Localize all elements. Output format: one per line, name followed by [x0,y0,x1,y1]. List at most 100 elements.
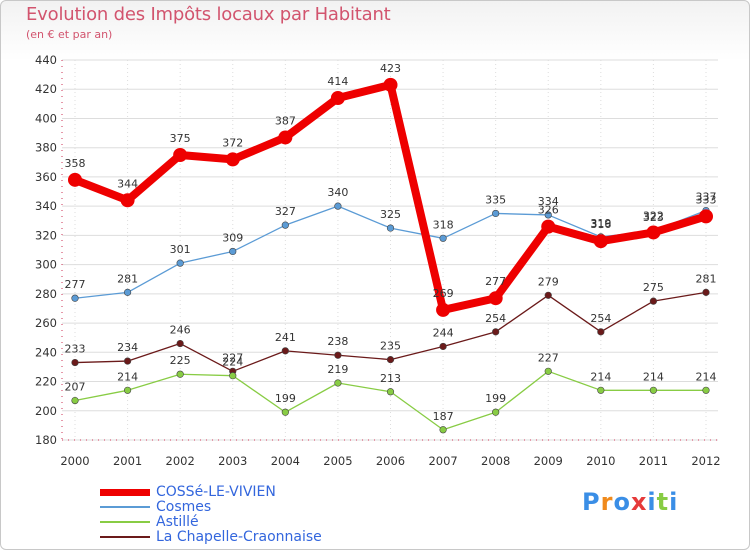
x-tick-label: 2010 [586,454,615,468]
data-point [436,302,451,317]
y-tick-label: 220 [35,375,57,389]
data-point [597,386,605,394]
data-point [176,370,184,378]
y-tick-label: 260 [35,316,57,330]
data-label: 316 [590,218,611,231]
y-tick-label: 320 [35,228,57,242]
chart-legend: COSSé-LE-VIVIEN Cosmes Astillé La Chapelle-… [100,485,322,545]
data-point [593,234,608,249]
data-label: 207 [65,381,86,394]
data-label: 187 [433,410,454,423]
x-tick-label: 2009 [534,454,563,468]
y-tick-label: 240 [35,345,57,359]
logo-letter: i [647,488,657,516]
data-point [334,379,342,387]
data-label: 309 [222,231,243,244]
data-label: 241 [275,331,296,344]
data-label: 337 [696,191,717,204]
x-tick-label: 2012 [691,454,720,468]
data-point [229,247,237,256]
data-label: 318 [433,218,454,231]
data-point [281,347,289,355]
data-point [646,225,661,240]
x-tick-label: 2007 [428,454,457,468]
data-point [541,219,556,234]
data-label: 325 [380,208,401,221]
data-label: 277 [485,275,506,288]
data-label: 224 [222,356,243,369]
data-point [492,328,500,336]
y-tick-label: 360 [35,170,57,184]
data-label: 269 [433,287,454,300]
legend-item: Astillé [100,515,322,530]
data-point [386,388,395,396]
chart-subtitle: (en € et par an) [26,28,113,41]
data-label: 234 [117,341,138,354]
legend-item: Cosmes [100,500,322,515]
data-label: 227 [538,351,559,364]
data-point [544,367,552,375]
data-point [176,259,184,267]
data-point [123,386,132,394]
data-label: 199 [275,392,296,405]
data-label: 281 [117,272,138,285]
data-label: 372 [222,136,243,149]
logo-letter: o [613,488,631,516]
data-point [702,386,710,394]
x-tick-label: 2002 [166,454,195,468]
data-label: 414 [327,75,348,88]
y-tick-label: 440 [35,53,57,67]
legend-swatch [100,521,150,523]
y-tick-label: 180 [35,433,57,447]
data-point [649,297,658,305]
legend-label: Astillé [156,514,199,530]
data-point [492,209,500,218]
data-label: 375 [170,132,191,145]
logo-letter: x [630,488,648,516]
y-tick-label: 400 [35,111,57,125]
y-tick-label: 380 [35,141,57,155]
data-point [439,234,447,242]
data-label: 323 [643,211,664,224]
data-label: 423 [380,62,401,75]
data-point [334,202,342,210]
logo-letter: P [582,488,601,516]
data-point [281,408,289,416]
data-label: 301 [170,243,191,256]
data-label: 227 [222,351,243,364]
data-point [123,288,132,296]
data-point [544,291,552,299]
data-label: 279 [538,275,559,288]
data-label: 344 [117,177,138,190]
proxiti-logo: Proxiti [582,488,678,516]
data-label: 214 [643,370,664,383]
data-point [68,172,82,187]
logo-letter: r [600,488,614,516]
x-tick-label: 2005 [323,454,352,468]
data-label: 219 [327,363,348,376]
data-label: 233 [65,343,86,356]
data-label: 214 [696,370,717,383]
data-label: 238 [327,335,348,348]
data-point [386,356,395,364]
data-label: 277 [65,278,86,291]
logo-letter: t [656,488,670,516]
data-label: 246 [170,324,191,337]
data-label: 225 [170,354,191,367]
x-tick-label: 2004 [271,454,300,468]
data-label: 340 [327,186,348,199]
data-label: 214 [590,370,611,383]
data-point [439,426,447,434]
data-label: 326 [538,204,559,217]
data-label: 358 [65,157,86,170]
data-label: 254 [590,312,611,325]
data-label: 327 [275,205,296,218]
data-point [71,358,79,367]
data-label: 244 [433,326,454,339]
data-label: 322 [643,209,664,222]
data-label: 319 [590,217,611,230]
chart-title: Evolution des Impôts locaux par Habitant [26,4,391,25]
data-point [488,291,503,306]
data-label: 281 [696,272,717,285]
